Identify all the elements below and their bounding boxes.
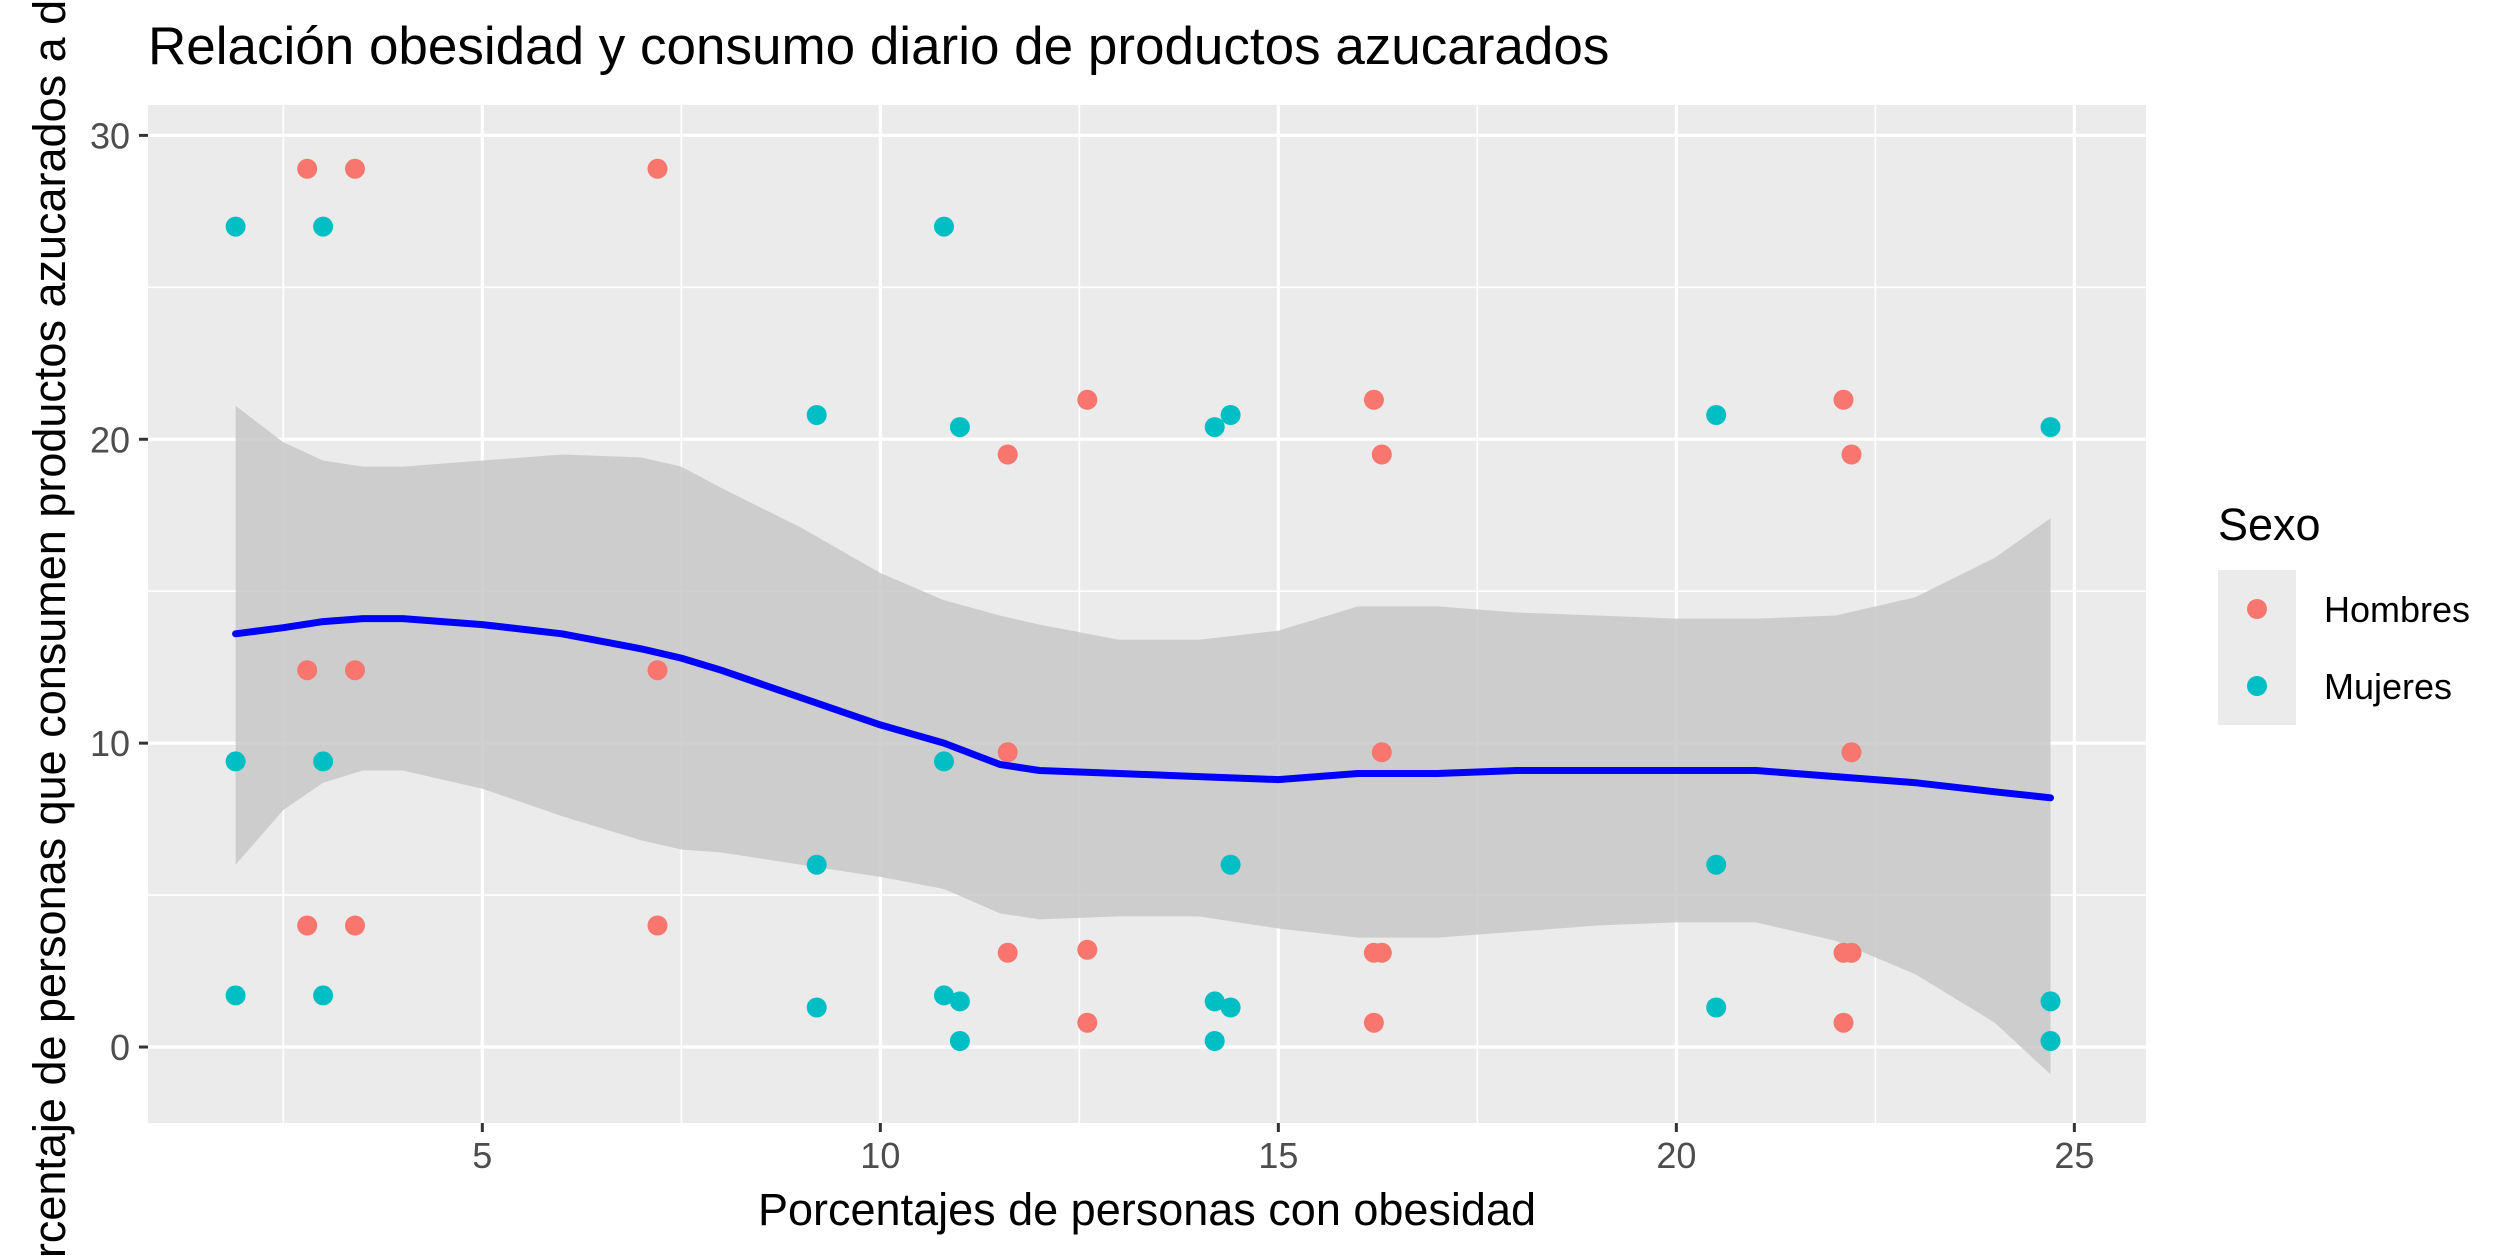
data-point-mujeres xyxy=(1204,417,1225,438)
legend-key-hombres xyxy=(2247,599,2267,619)
x-axis-title: Porcentajes de personas con obesidad xyxy=(758,1184,1536,1235)
legend: Sexo Hombres Mujeres xyxy=(2218,499,2470,725)
data-point-hombres xyxy=(1841,942,1862,963)
data-point-mujeres xyxy=(225,985,246,1006)
data-point-mujeres xyxy=(1706,405,1727,425)
x-tick-label: 10 xyxy=(860,1135,900,1176)
data-point-hombres xyxy=(1841,444,1862,465)
data-point-mujeres xyxy=(1220,405,1241,425)
data-point-mujeres xyxy=(2040,1031,2061,1051)
plot-panel xyxy=(148,105,2146,1123)
y-tick-label: 0 xyxy=(110,1027,130,1068)
data-point-mujeres xyxy=(806,997,827,1018)
data-point-hombres xyxy=(997,942,1018,963)
data-point-hombres xyxy=(1371,942,1392,963)
y-axis-title: Porcentaje de personas que consumen prod… xyxy=(24,0,75,1259)
data-point-hombres xyxy=(297,915,318,936)
data-point-hombres xyxy=(997,444,1018,465)
x-axis: 5 10 15 20 25 xyxy=(472,1123,2094,1176)
data-point-mujeres xyxy=(806,854,827,875)
x-tick-label: 25 xyxy=(2054,1135,2094,1176)
chart-title: Relación obesidad y consumo diario de pr… xyxy=(148,17,1609,76)
x-tick-label: 5 xyxy=(472,1135,492,1176)
legend-label-mujeres: Mujeres xyxy=(2324,666,2452,707)
y-axis: 0 10 20 30 xyxy=(90,115,148,1068)
data-point-mujeres xyxy=(1706,854,1727,875)
series-hombres-points xyxy=(297,158,1862,1033)
legend-label-hombres: Hombres xyxy=(2324,589,2470,630)
x-tick-label: 20 xyxy=(1656,1135,1696,1176)
data-point-hombres xyxy=(647,158,668,179)
data-point-mujeres xyxy=(225,216,246,237)
legend-key-mujeres xyxy=(2247,676,2267,696)
data-point-hombres xyxy=(1077,389,1098,410)
data-point-hombres xyxy=(1833,389,1854,410)
data-point-mujeres xyxy=(1204,991,1225,1012)
data-point-mujeres xyxy=(1706,997,1727,1018)
data-point-hombres xyxy=(1371,742,1392,763)
data-point-hombres xyxy=(1077,939,1098,960)
data-point-hombres xyxy=(297,158,318,179)
data-point-hombres xyxy=(345,158,365,179)
data-point-mujeres xyxy=(2040,417,2061,438)
x-tick-label: 15 xyxy=(1258,1135,1298,1176)
data-point-mujeres xyxy=(313,751,334,772)
data-point-mujeres xyxy=(806,405,827,425)
data-point-mujeres xyxy=(949,1031,970,1051)
data-point-mujeres xyxy=(225,751,246,772)
data-point-mujeres xyxy=(313,216,334,237)
data-point-mujeres xyxy=(949,417,970,438)
data-point-hombres xyxy=(1077,1012,1098,1033)
data-point-mujeres xyxy=(313,985,334,1006)
data-point-mujeres xyxy=(1204,1031,1225,1051)
y-tick-label: 10 xyxy=(90,723,130,764)
series-mujeres-points xyxy=(225,216,2061,1051)
data-point-mujeres xyxy=(934,751,954,772)
data-point-hombres xyxy=(297,660,318,681)
data-point-hombres xyxy=(1363,1012,1384,1033)
data-point-mujeres xyxy=(934,216,954,237)
smooth-confidence-band xyxy=(235,405,2051,1075)
data-point-hombres xyxy=(345,915,365,936)
data-point-hombres xyxy=(345,660,365,681)
y-tick-label: 30 xyxy=(90,115,130,156)
data-point-mujeres xyxy=(949,991,970,1012)
data-point-mujeres xyxy=(1220,854,1241,875)
smooth-trend-line xyxy=(232,615,2054,802)
data-point-hombres xyxy=(1371,444,1392,465)
data-point-hombres xyxy=(647,660,668,681)
data-point-mujeres xyxy=(934,985,954,1006)
data-point-hombres xyxy=(647,915,668,936)
data-point-hombres xyxy=(1833,1012,1854,1033)
legend-title: Sexo xyxy=(2218,499,2321,550)
data-point-hombres xyxy=(1363,389,1384,410)
data-point-mujeres xyxy=(1220,997,1241,1018)
y-tick-label: 20 xyxy=(90,419,130,460)
data-point-mujeres xyxy=(2040,991,2061,1012)
data-point-hombres xyxy=(1841,742,1862,763)
data-point-hombres xyxy=(997,742,1018,763)
